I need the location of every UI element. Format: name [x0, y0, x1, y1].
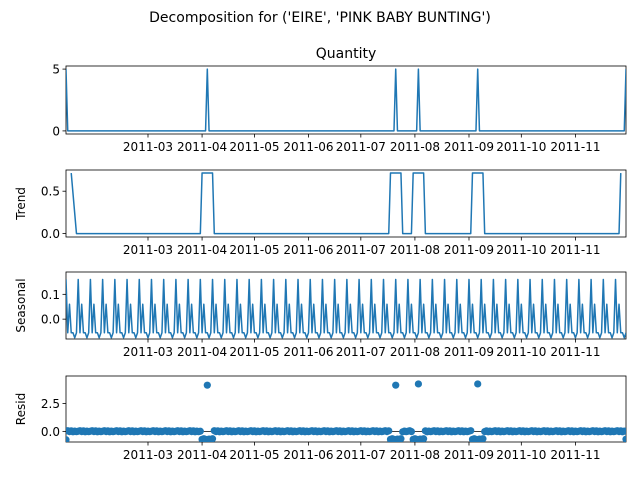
y-tick-label: 0	[52, 124, 60, 138]
resid-point	[392, 381, 400, 389]
x-tick-label: 2011-11	[550, 345, 600, 359]
x-tick-label: 2011-04	[177, 140, 227, 154]
x-tick-label: 2011-11	[550, 243, 600, 257]
axes-frame	[65, 65, 627, 135]
x-tick-label: 2011-09	[444, 345, 494, 359]
resid-point	[385, 427, 393, 435]
x-tick-label: 2011-06	[283, 243, 333, 257]
data-layer	[66, 278, 626, 339]
x-tick-label: 2011-04	[177, 448, 227, 462]
series-line-seasonal	[66, 278, 626, 339]
y-tick-label: 0.0	[41, 313, 60, 327]
data-layer	[66, 68, 626, 132]
resid-point	[622, 435, 626, 442]
resid-point	[479, 435, 487, 442]
series-line-quantity	[66, 68, 626, 132]
resid-point	[208, 435, 217, 442]
resid-point	[196, 427, 204, 435]
x-tick-label: 2011-10	[496, 140, 546, 154]
x-tick-label: 2011-06	[283, 140, 333, 154]
x-tick-label: 2011-05	[229, 448, 279, 462]
y-tick-label: 0.5	[41, 185, 60, 199]
x-tick-label: 2011-07	[336, 140, 386, 154]
axes-frame	[65, 271, 627, 340]
x-tick-label: 2011-07	[336, 345, 386, 359]
x-tick-label: 2011-04	[177, 243, 227, 257]
x-tick-label: 2011-08	[390, 448, 440, 462]
x-tick-label: 2011-08	[390, 243, 440, 257]
resid-point	[66, 436, 70, 442]
x-tick-label: 2011-10	[496, 243, 546, 257]
x-tick-label: 2011-10	[496, 448, 546, 462]
figure-title: Decomposition for ('EIRE', 'PINK BABY BU…	[149, 10, 491, 26]
x-tick-label: 2011-07	[336, 448, 386, 462]
data-layer	[70, 172, 622, 235]
y-axis-label: Resid	[14, 393, 28, 425]
x-tick-label: 2011-07	[336, 243, 386, 257]
y-axis-label: Trend	[14, 187, 28, 221]
panel-title: Quantity	[316, 46, 377, 62]
x-tick-label: 2011-08	[390, 140, 440, 154]
resid-point	[620, 427, 626, 435]
resid-point	[467, 427, 475, 435]
x-tick-label: 2011-09	[444, 140, 494, 154]
axes-frame	[65, 169, 627, 238]
y-tick-label: 5	[52, 63, 60, 77]
y-tick-label: 0.0	[41, 227, 60, 241]
x-tick-label: 2011-03	[123, 140, 173, 154]
x-tick-label: 2011-04	[177, 345, 227, 359]
x-tick-label: 2011-11	[550, 140, 600, 154]
x-tick-label: 2011-09	[444, 243, 494, 257]
x-tick-label: 2011-10	[496, 345, 546, 359]
x-tick-label: 2011-03	[123, 243, 173, 257]
resid-point	[420, 435, 428, 442]
data-layer	[66, 380, 626, 442]
series-line-trend	[70, 172, 622, 235]
resid-point	[203, 381, 211, 389]
y-tick-label: 2.5	[41, 397, 60, 411]
resid-point	[474, 380, 482, 388]
y-tick-label: 0.0	[41, 425, 60, 439]
resid-point	[407, 427, 416, 436]
x-tick-label: 2011-05	[229, 140, 279, 154]
resid-point	[414, 380, 422, 388]
x-tick-label: 2011-06	[283, 345, 333, 359]
x-tick-label: 2011-05	[229, 345, 279, 359]
y-axis-label: Seasonal	[14, 278, 28, 332]
x-tick-label: 2011-05	[229, 243, 279, 257]
x-tick-label: 2011-03	[123, 345, 173, 359]
y-tick-label: 0.1	[41, 288, 60, 302]
panel-seasonal: Seasonal 0.0 0.1 2011-03 2011-04 2011-05 2011-…	[14, 271, 627, 359]
x-tick-label: 2011-11	[550, 448, 600, 462]
axes-frame	[65, 375, 627, 443]
x-tick-label: 2011-03	[123, 448, 173, 462]
resid-point	[397, 435, 405, 442]
x-tick-label: 2011-09	[444, 448, 494, 462]
x-tick-label: 2011-06	[283, 448, 333, 462]
x-tick-label: 2011-08	[390, 345, 440, 359]
